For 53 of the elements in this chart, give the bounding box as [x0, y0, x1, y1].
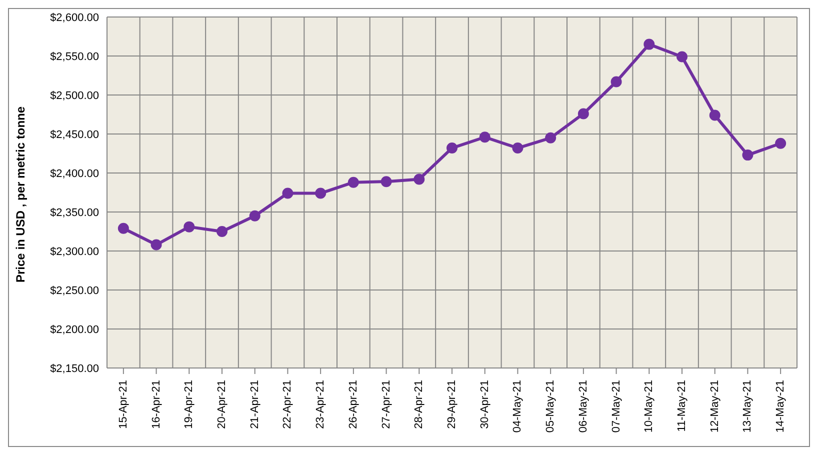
x-tick-label: 16-Apr-21 [150, 380, 162, 429]
x-tick-label: 19-Apr-21 [183, 380, 196, 429]
y-tick-label: $2,150.00 [50, 362, 99, 375]
y-tick-label: $2,550.00 [50, 50, 99, 63]
x-tick-label: 26-Apr-21 [347, 380, 360, 429]
x-tick-label: 28-Apr-21 [413, 380, 426, 429]
point [545, 132, 556, 144]
y-axis-title: Price in USD , per metric tonne [13, 106, 28, 282]
x-tick-label: 14-May-21 [774, 380, 787, 433]
point [315, 188, 326, 199]
point [610, 76, 622, 88]
x-tick-label: 29-Apr-21 [446, 380, 458, 429]
point [512, 142, 524, 154]
y-tick-label: $2,250.00 [50, 284, 99, 297]
x-tick-label: 13-May-21 [742, 380, 754, 433]
point [578, 108, 589, 120]
x-tick-label: 15-Apr-21 [117, 380, 130, 429]
x-tick-label: 07-May-21 [610, 380, 622, 433]
point [676, 51, 688, 62]
x-tick-label: 04-May-21 [512, 380, 524, 433]
x-tick-label: 05-May-21 [544, 380, 557, 433]
point [118, 222, 129, 234]
x-tick-label: 06-May-21 [577, 380, 590, 433]
point [446, 142, 458, 154]
x-tick-label: 22-Apr-21 [282, 380, 294, 429]
point [775, 138, 786, 149]
x-tick-label: 27-Apr-21 [380, 380, 392, 429]
y-tick-label: $2,450.00 [50, 128, 99, 141]
point [414, 174, 425, 185]
point [150, 239, 162, 250]
point [249, 210, 260, 222]
x-tick-label: 20-Apr-21 [216, 380, 228, 429]
x-tick-label: 12-May-21 [708, 380, 721, 433]
point [216, 226, 228, 237]
y-tick-label: $2,350.00 [50, 206, 99, 219]
y-tick-label: $2,400.00 [50, 168, 99, 180]
y-tick-label: $2,600.00 [50, 12, 99, 24]
point [348, 176, 359, 188]
y-tick-label: $2,500.00 [50, 90, 99, 102]
y-tick-label: $2,300.00 [50, 246, 99, 258]
point [380, 176, 392, 188]
point [709, 110, 720, 121]
y-tick-label: $2,200.00 [50, 324, 99, 336]
point [742, 150, 754, 161]
point [644, 38, 655, 50]
point [184, 221, 195, 232]
x-tick-label: 11-May-21 [676, 380, 688, 432]
x-tick-label: 10-May-21 [643, 380, 656, 433]
x-tick-label: 21-Apr-21 [248, 380, 261, 429]
point [282, 188, 294, 199]
x-tick-label: 23-Apr-21 [314, 380, 327, 429]
point [479, 132, 490, 143]
x-tick-label: 30-Apr-21 [478, 380, 491, 429]
